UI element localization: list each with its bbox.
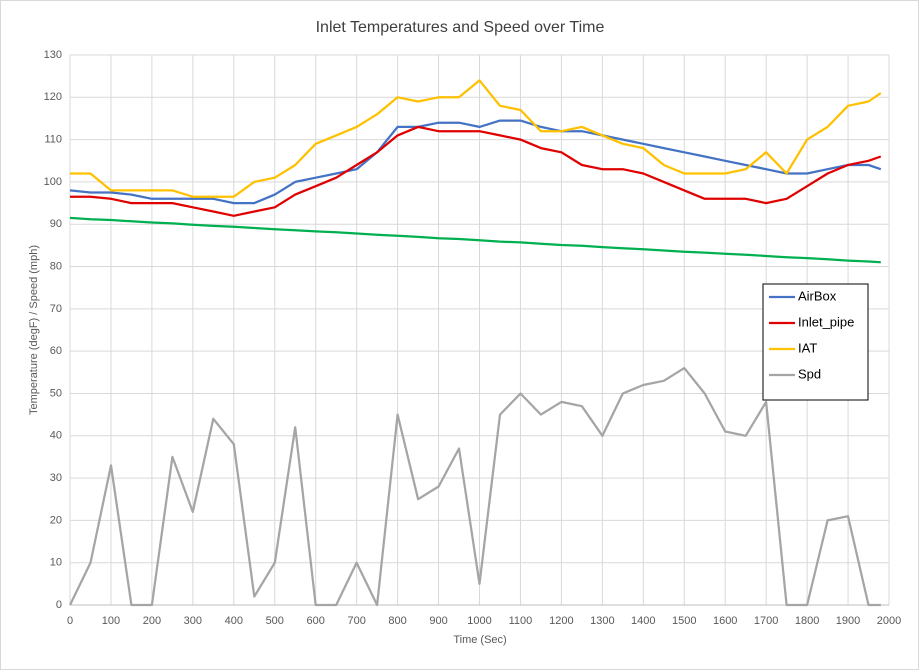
x-tick-label: 500 — [266, 615, 284, 627]
y-tick-label: 100 — [44, 176, 62, 188]
x-tick-label: 800 — [388, 615, 406, 627]
x-tick-label: 400 — [225, 615, 243, 627]
y-tick-label: 60 — [50, 345, 62, 357]
series-line — [70, 79, 882, 198]
series-line — [70, 125, 882, 217]
x-axis-label: Time (Sec) — [453, 634, 506, 646]
x-tick-label: 0 — [67, 615, 73, 627]
x-tick-label: 300 — [184, 615, 202, 627]
x-tick-label: 1700 — [754, 615, 778, 627]
y-tick-label: 120 — [44, 91, 62, 103]
legend: AirBox Inlet_pipe IAT Spd — [762, 283, 869, 401]
x-tick-label: 1200 — [549, 615, 573, 627]
y-tick-label: 90 — [50, 218, 62, 230]
x-tick-label: 1000 — [467, 615, 491, 627]
x-tick-label: 1800 — [795, 615, 819, 627]
y-tick-label: 30 — [50, 472, 62, 484]
series-line — [69, 216, 881, 264]
x-tick-label: 900 — [429, 615, 447, 627]
x-tick-label: 1900 — [836, 615, 860, 627]
y-tick-label: 50 — [50, 387, 62, 399]
legend-label: IAT — [798, 340, 817, 355]
x-tick-label: 1300 — [590, 615, 614, 627]
y-tick-label: 40 — [50, 430, 62, 442]
y-tick-label: 70 — [50, 303, 62, 315]
x-tick-label: 2000 — [877, 615, 901, 627]
y-tick-label: 110 — [44, 134, 62, 146]
y-axis-label: Temperature (degF) / Speed (mph) — [28, 245, 40, 415]
y-tick-label: 130 — [44, 49, 62, 61]
y-tick-label: 80 — [50, 260, 62, 272]
y-tick-label: 0 — [56, 599, 62, 611]
series-line — [69, 119, 882, 205]
x-tick-label: 600 — [307, 615, 325, 627]
series-line — [68, 366, 881, 607]
x-tick-label: 700 — [347, 615, 365, 627]
x-tick-label: 1600 — [713, 615, 737, 627]
plot-lines — [68, 79, 882, 607]
legend-label: Inlet_pipe — [798, 314, 854, 329]
legend-label: Spd — [798, 366, 821, 381]
y-tick-label: 10 — [50, 557, 62, 569]
x-tick-label: 200 — [143, 615, 161, 627]
legend-box — [762, 283, 869, 401]
x-tick-label: 1100 — [509, 615, 533, 627]
x-tick-label: 100 — [102, 615, 120, 627]
x-tick-label: 1500 — [672, 615, 696, 627]
legend-label: AirBox — [798, 288, 837, 303]
chart-title: Inlet Temperatures and Speed over Time — [316, 19, 605, 36]
y-tick-label: 20 — [50, 514, 62, 526]
x-tick-label: 1400 — [631, 615, 655, 627]
